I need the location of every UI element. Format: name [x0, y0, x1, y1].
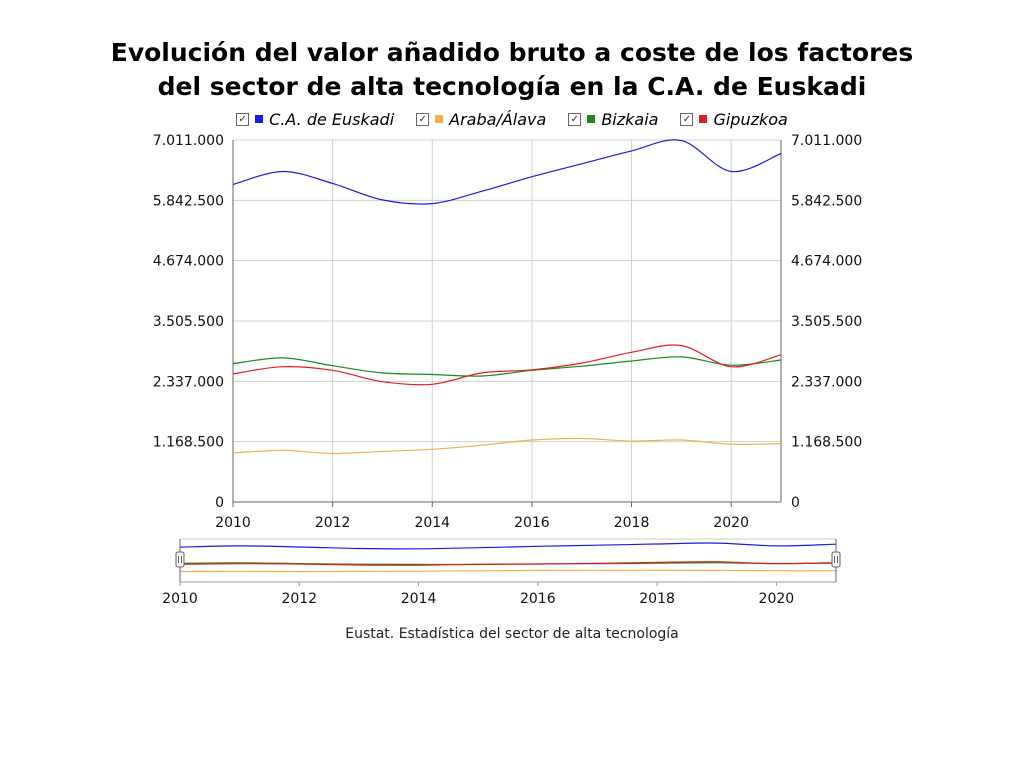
- y-tick-label-right: 0: [791, 495, 800, 511]
- y-tick-label-left: 0: [215, 495, 224, 511]
- legend-checkbox[interactable]: ✓: [568, 112, 582, 126]
- navigator-tick-label: 2018: [639, 591, 675, 607]
- y-tick-label-left: 4.674.000: [153, 254, 224, 270]
- x-tick-label: 2014: [414, 515, 450, 531]
- navigator-line-3: [179, 561, 837, 566]
- line-chart: 0 0 1.168.500 1.168.500 2.337.000 2.337.000 3.…: [153, 133, 863, 607]
- navigator-line-0: [179, 542, 837, 550]
- legend-checkbox[interactable]: ✓: [416, 112, 430, 126]
- y-tick-label-left: 3.505.500: [153, 314, 224, 330]
- legend-label: Bizkaia: [601, 109, 659, 129]
- y-tick-label-left: 7.011.000: [153, 133, 224, 149]
- y-tick-label-right: 7.011.000: [791, 133, 862, 149]
- series-line-1: [232, 437, 782, 455]
- chart-title: Evolución del valor añadido bruto a cost…: [0, 36, 1024, 104]
- title-line-1: Evolución del valor añadido bruto a cost…: [110, 38, 914, 67]
- legend-item-3[interactable]: ✓ Gipuzkoa: [680, 108, 788, 130]
- navigator-area[interactable]: [180, 539, 836, 582]
- y-tick-label-left: 5.842.500: [153, 193, 224, 209]
- legend-item-1[interactable]: ✓ Araba/Álava: [416, 108, 546, 130]
- legend-swatch: [435, 115, 444, 123]
- navigator-tick-label: 2014: [401, 591, 437, 607]
- y-tick-label-right: 5.842.500: [791, 193, 862, 209]
- legend-swatch: [699, 115, 708, 123]
- y-tick-label-left: 1.168.500: [153, 435, 224, 451]
- y-tick-label-right: 3.505.500: [791, 314, 862, 330]
- x-tick-label: 2020: [713, 515, 749, 531]
- series-line-2: [232, 356, 782, 377]
- y-tick-label-right: 2.337.000: [791, 374, 862, 390]
- series-line-3: [232, 344, 782, 386]
- navigator-line-1: [179, 569, 837, 573]
- x-tick-label: 2012: [315, 515, 351, 531]
- title-line-2: del sector de alta tecnología en la C.A.…: [157, 72, 867, 101]
- y-tick-label-right: 4.674.000: [791, 254, 862, 270]
- navigator-left-handle[interactable]: [175, 551, 185, 568]
- navigator-tick-label: 2016: [520, 591, 556, 607]
- navigator-tick-label: 2020: [759, 591, 795, 607]
- x-tick-label: 2010: [215, 515, 251, 531]
- x-tick-label: 2016: [514, 515, 550, 531]
- legend-checkbox[interactable]: ✓: [236, 112, 250, 126]
- source-caption: Eustat. Estadística del sector de alta t…: [345, 626, 679, 642]
- legend-label: Araba/Álava: [449, 109, 547, 129]
- navigator-right-handle[interactable]: [831, 551, 841, 568]
- legend-label: C.A. de Euskadi: [269, 109, 395, 129]
- legend-item-2[interactable]: ✓ Bizkaia: [568, 108, 658, 130]
- legend: ✓ C.A. de Euskadi ✓ Araba/Álava ✓ Bizkaia ✓ Gip…: [0, 108, 1024, 130]
- navigator-tick-label: 2012: [281, 591, 317, 607]
- legend-swatch: [255, 115, 264, 123]
- series-line-0: [232, 139, 782, 205]
- legend-item-0[interactable]: ✓ C.A. de Euskadi: [236, 108, 394, 130]
- y-tick-label-left: 2.337.000: [153, 374, 224, 390]
- navigator-tick-label: 2010: [162, 591, 198, 607]
- y-tick-label-right: 1.168.500: [791, 435, 862, 451]
- legend-checkbox[interactable]: ✓: [680, 112, 694, 126]
- legend-swatch: [587, 115, 596, 123]
- x-tick-label: 2018: [614, 515, 650, 531]
- legend-label: Gipuzkoa: [713, 109, 788, 129]
